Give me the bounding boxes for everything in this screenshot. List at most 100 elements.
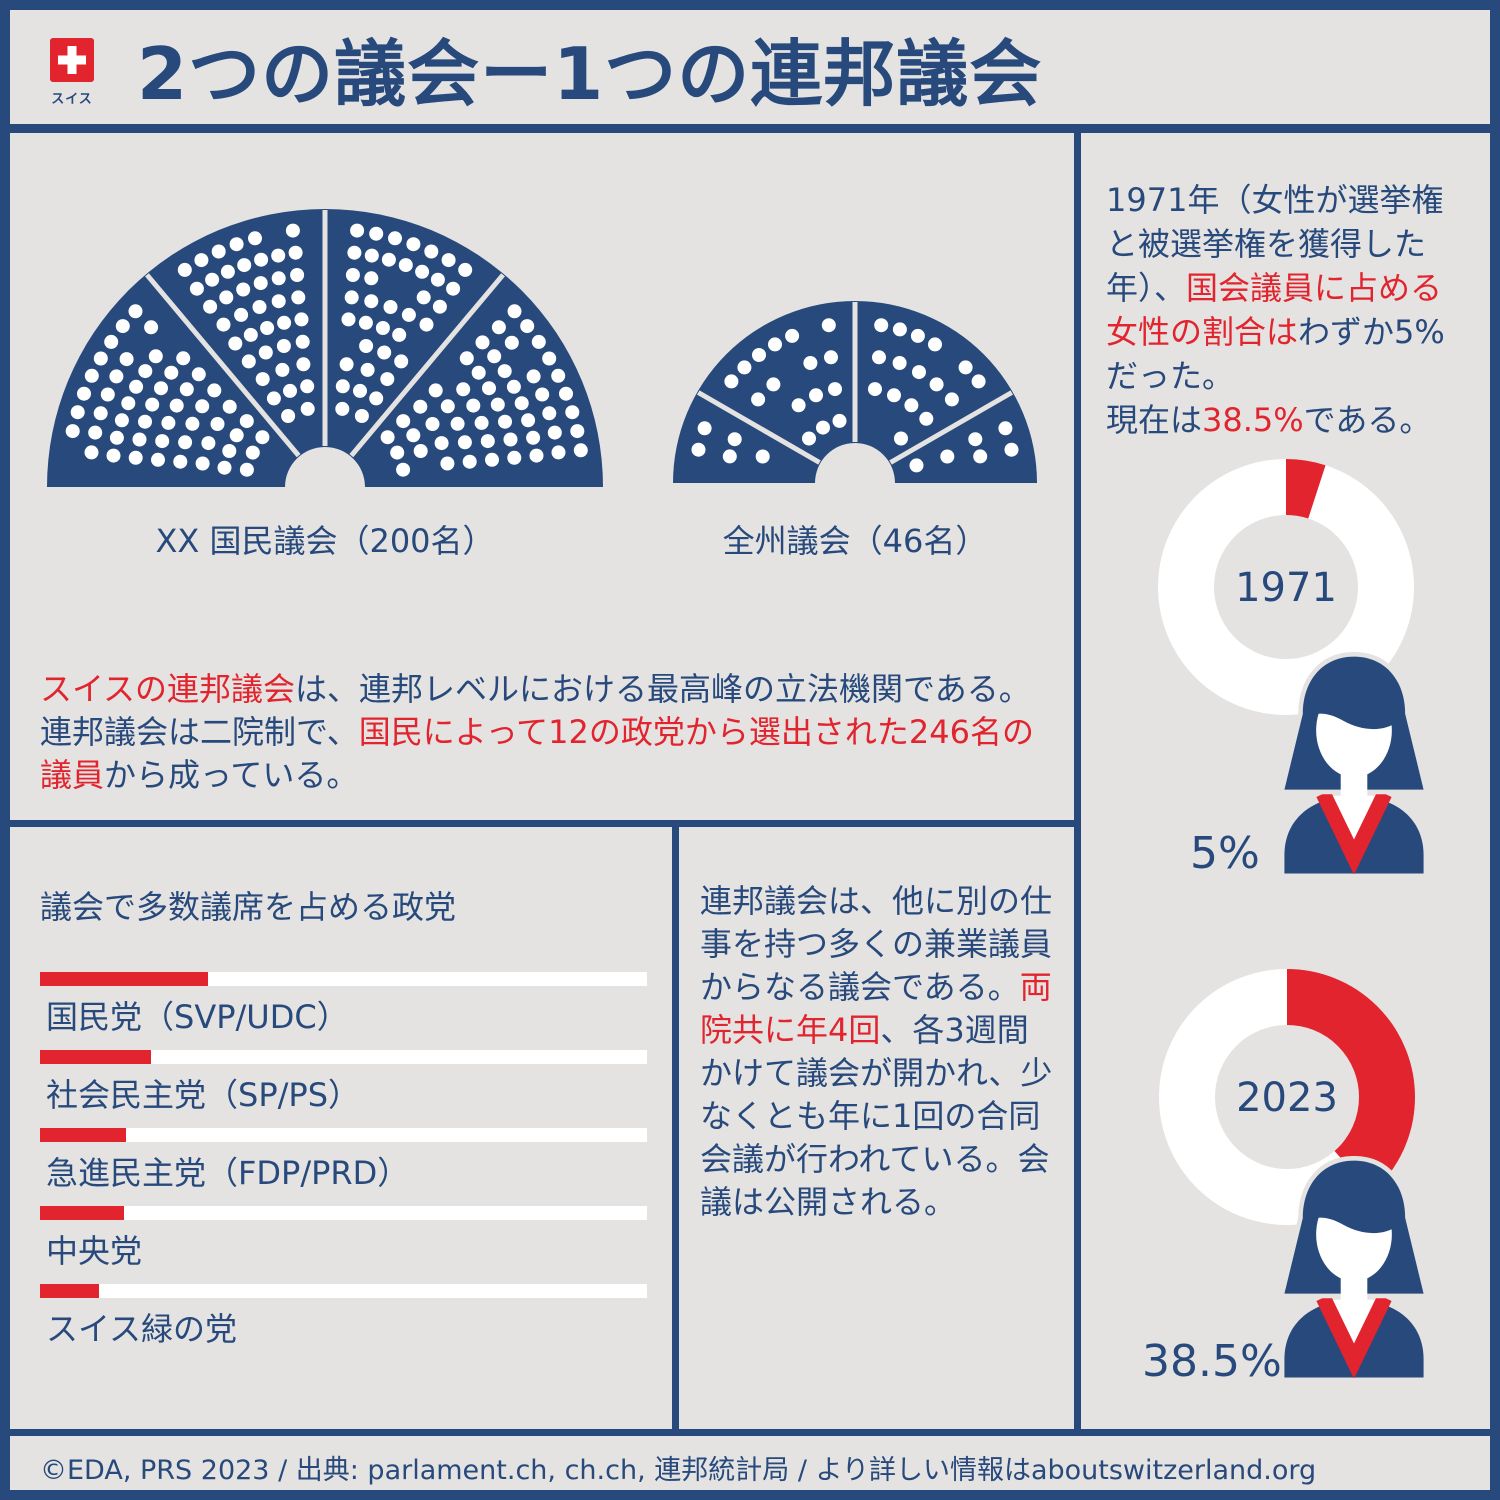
- seat-dot: [335, 379, 350, 394]
- party-bar-row: スイス緑の党: [40, 1284, 647, 1348]
- seat-dot: [872, 350, 886, 365]
- party-bar-row: 急進民主党（FDP/PRD）: [40, 1128, 647, 1192]
- seat-dot: [531, 334, 546, 349]
- seat-dot: [360, 362, 375, 377]
- donut-women-share: [1159, 969, 1415, 1225]
- seat-dot: [128, 450, 143, 465]
- seat-dot: [458, 262, 473, 277]
- text-segment-red: 国会議員に占める女性の割合は: [1106, 269, 1443, 351]
- seat-dot: [396, 414, 411, 429]
- seat-dot: [416, 290, 431, 305]
- seat-dot: [474, 415, 489, 430]
- party-bar-track: [40, 1284, 647, 1298]
- seat-dot: [275, 362, 290, 377]
- seat-dot: [785, 328, 800, 343]
- seat-dot: [381, 252, 396, 267]
- seat-dot: [551, 445, 566, 460]
- text-segment-navy: である。: [1303, 401, 1432, 439]
- seat-dot: [425, 417, 440, 431]
- seat-dot: [958, 360, 973, 375]
- seat-dot: [205, 272, 220, 287]
- council-of-states-seat-chart: [673, 301, 1037, 483]
- seat-dot: [413, 444, 428, 458]
- seat-dot: [276, 339, 291, 353]
- seat-dot: [503, 432, 518, 447]
- seat-dot: [768, 337, 782, 352]
- seat-dot: [132, 432, 147, 447]
- seat-dot: [565, 405, 580, 420]
- party-bar-fill: [40, 1206, 124, 1220]
- seat-dot: [529, 448, 544, 463]
- seat-dot: [929, 377, 944, 392]
- seat-dot: [245, 445, 260, 460]
- seat-dot: [266, 391, 281, 406]
- seat-dot: [241, 354, 256, 369]
- seat-dot: [195, 399, 210, 414]
- seat-dot: [291, 290, 306, 305]
- seat-dot: [919, 411, 934, 426]
- seat-dot: [909, 458, 924, 473]
- seat-dot: [161, 415, 176, 430]
- hemicycle-divider: [696, 390, 821, 465]
- seat-dot: [288, 245, 303, 260]
- seat-dot: [398, 258, 413, 273]
- seat-dot: [339, 357, 354, 372]
- seat-dot: [277, 315, 292, 330]
- seat-dot: [383, 300, 398, 314]
- seat-dot: [440, 456, 455, 471]
- seat-dot: [971, 374, 986, 389]
- seat-dot: [973, 449, 988, 464]
- seat-dot: [406, 428, 421, 443]
- seat-dot: [816, 420, 830, 435]
- seat-dot: [440, 399, 455, 414]
- seat-dot: [803, 356, 818, 370]
- seat-dot: [296, 357, 311, 372]
- seat-dot: [176, 351, 191, 366]
- donut-year-label: 1971: [1235, 565, 1337, 611]
- text-segment-red: 両院共に年4回: [700, 968, 1052, 1049]
- seat-dot: [121, 396, 136, 411]
- seat-dot: [115, 319, 130, 334]
- seat-dot: [271, 248, 286, 263]
- seat-dot: [894, 431, 908, 446]
- seat-dot: [471, 365, 486, 380]
- seat-dot: [480, 434, 495, 449]
- seat-dot: [998, 421, 1013, 436]
- seat-dot: [179, 382, 194, 397]
- seat-dot: [210, 417, 225, 431]
- seat-dot: [887, 388, 901, 403]
- seat-dot: [88, 425, 103, 440]
- seat-dot: [203, 299, 218, 314]
- seat-dot: [220, 264, 235, 279]
- text-segment-navy: は、連邦レベルにおける最高峰の立法機関である。連邦議会は二院制で、: [40, 670, 1031, 751]
- seat-dot: [380, 430, 395, 445]
- seat-dot: [697, 421, 712, 436]
- seat-dot: [335, 401, 350, 416]
- swiss-flag-block: スイス: [40, 38, 104, 107]
- donut-women-share: [1158, 459, 1414, 715]
- hemicycle-divider: [349, 273, 505, 458]
- page-title: 2つの議会ー1つの連邦議会: [137, 31, 1043, 116]
- militia-paragraph: 連邦議会は、他に別の仕事を持つ多くの兼業議員からなる議会である。両院共に年4回、…: [700, 880, 1056, 1224]
- seat-dot: [104, 334, 119, 349]
- seat-dot: [189, 281, 204, 296]
- seat-dot: [164, 365, 179, 380]
- text-segment-red: 38.5%: [1202, 401, 1304, 439]
- seat-dot: [904, 398, 919, 413]
- seat-dot: [243, 327, 258, 342]
- seat-dot: [526, 430, 541, 445]
- seat-dot: [253, 276, 268, 291]
- seat-dot: [154, 381, 168, 396]
- seat-dot: [514, 396, 529, 411]
- seat-dot: [498, 414, 512, 429]
- seat-dot: [791, 398, 806, 413]
- seat-dot: [169, 398, 184, 413]
- seat-dot: [737, 360, 752, 375]
- seat-dot: [482, 381, 496, 396]
- seat-dot: [520, 319, 535, 334]
- text-segment-navy: 連邦議会は、他に別の仕事を持つ多くの兼業議員からなる議会である。: [700, 882, 1053, 1006]
- seat-dot: [542, 406, 557, 421]
- seat-dot: [155, 434, 170, 449]
- seat-dot: [173, 454, 188, 469]
